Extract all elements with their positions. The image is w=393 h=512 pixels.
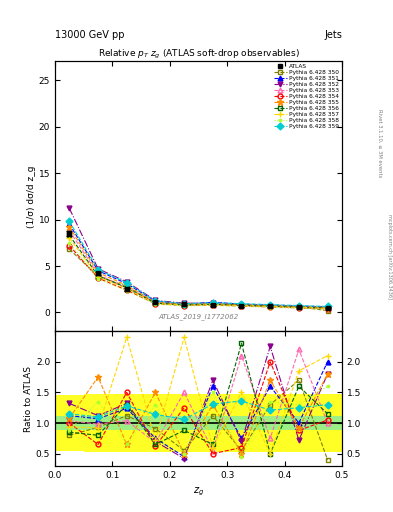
Legend: ATLAS, Pythia 6.428 350, Pythia 6.428 351, Pythia 6.428 352, Pythia 6.428 353, P: ATLAS, Pythia 6.428 350, Pythia 6.428 35… (273, 63, 340, 130)
Y-axis label: Ratio to ATLAS: Ratio to ATLAS (24, 366, 33, 432)
Text: 13000 GeV pp: 13000 GeV pp (55, 30, 125, 40)
Text: Jets: Jets (324, 30, 342, 40)
Y-axis label: (1/σ) dσ/d z_g: (1/σ) dσ/d z_g (27, 165, 36, 227)
Text: Rivet 3.1.10, ≥ 3M events: Rivet 3.1.10, ≥ 3M events (377, 109, 382, 178)
Text: mcplots.cern.ch [arXiv:1306.3436]: mcplots.cern.ch [arXiv:1306.3436] (387, 214, 391, 298)
Title: Relative $p_T$ $z_g$ (ATLAS soft-drop observables): Relative $p_T$ $z_g$ (ATLAS soft-drop ob… (97, 48, 299, 61)
Text: ATLAS_2019_I1772062: ATLAS_2019_I1772062 (158, 313, 239, 321)
X-axis label: $z_g$: $z_g$ (193, 485, 204, 498)
